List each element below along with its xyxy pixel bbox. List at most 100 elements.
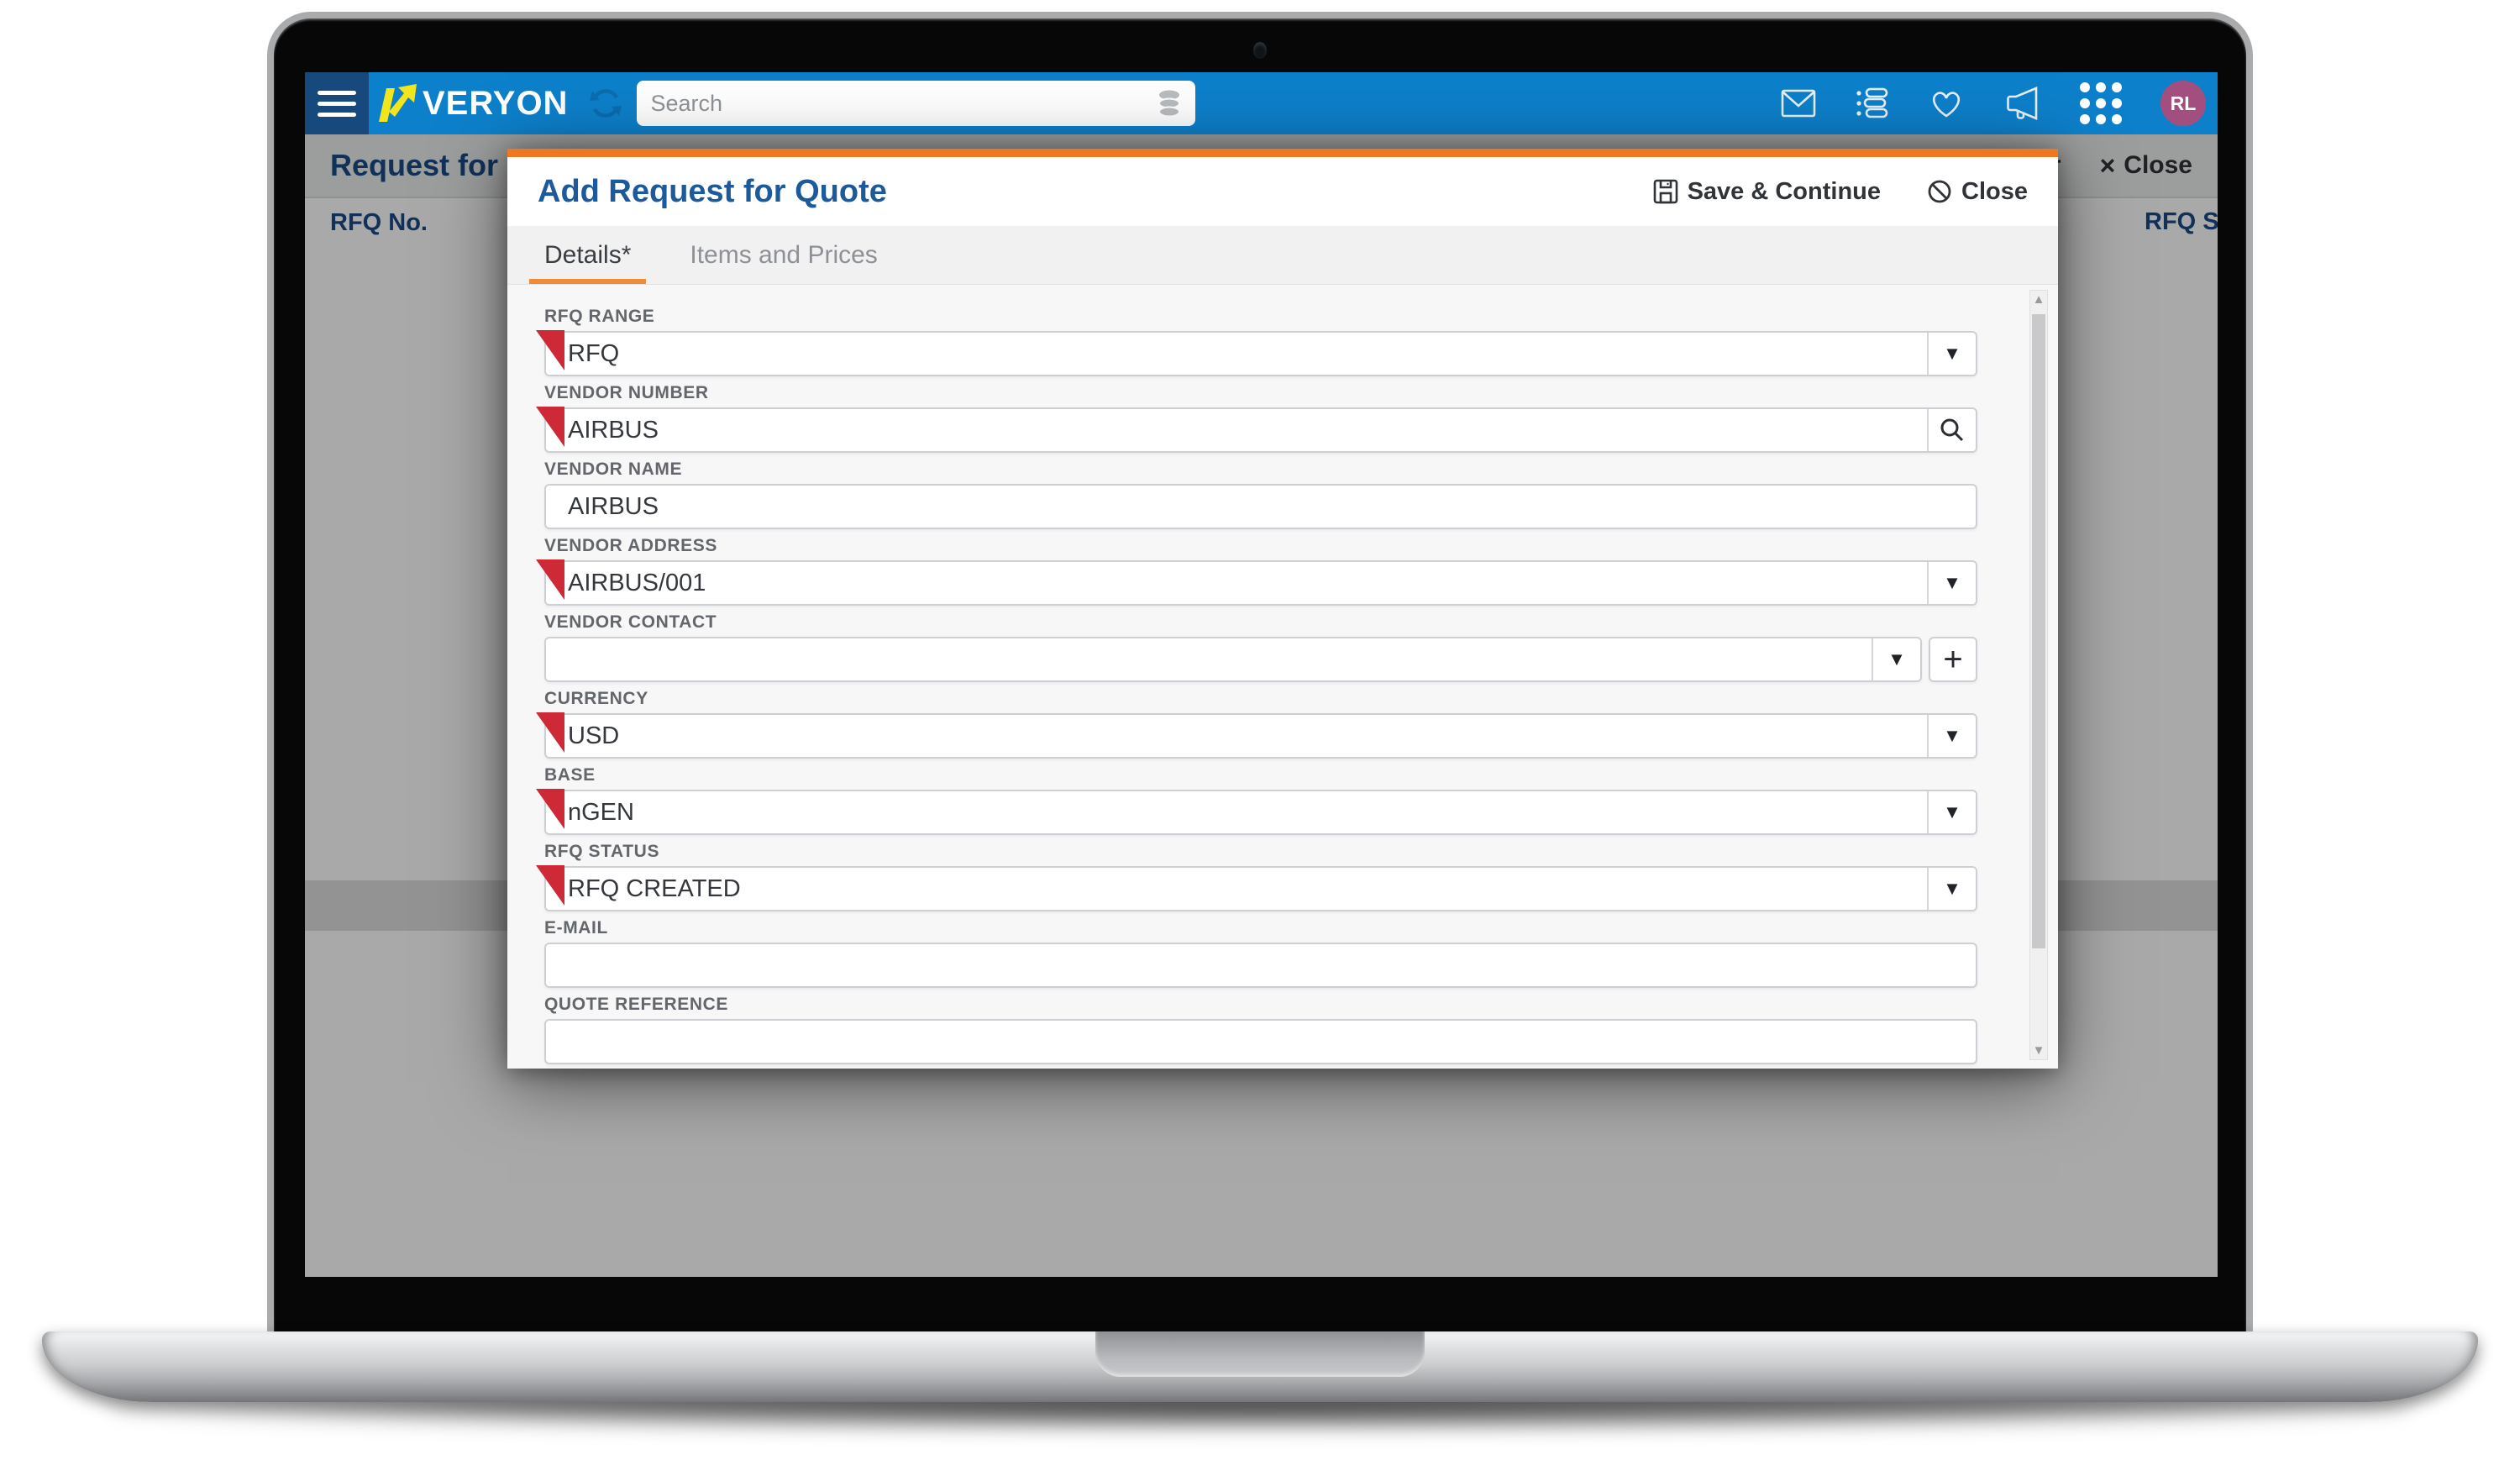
field-input[interactable]: RFQ CREATED ▼ (536, 865, 1977, 911)
modal-body: RFQ RANGE RFQ ▼ VENDOR NUMBER AIRBUS (507, 285, 2058, 1069)
scrollbar-up-icon[interactable]: ▲ (2032, 292, 2045, 307)
field-input-row: AIRBUS (544, 484, 1977, 529)
veryon-logo-text: VERYON (423, 84, 569, 122)
field-value[interactable]: RFQ (568, 339, 620, 367)
column-rfq-no[interactable]: RFQ No. (330, 208, 428, 236)
mail-icon[interactable] (1781, 89, 1816, 118)
favorites-heart-icon[interactable] (1929, 87, 1964, 119)
dropdown-button[interactable]: ▼ (1927, 868, 1976, 910)
field-label: VENDOR NUMBER (544, 383, 709, 402)
save-continue-button[interactable]: Save & Continue (1652, 178, 1881, 206)
search-lookup-button[interactable] (1927, 409, 1976, 451)
chevron-down-icon: ▼ (1943, 878, 1961, 899)
field-input[interactable]: AIRBUS/001 ▼ (536, 559, 1977, 606)
field-label: BASE (544, 765, 596, 785)
field-value[interactable]: USD (568, 722, 620, 749)
field-input-row: AIRBUS/001 ▼ (536, 559, 1977, 606)
field-input-row: RFQ CREATED ▼ (536, 865, 1977, 911)
field-label: RFQ STATUS (544, 842, 660, 861)
field-input[interactable]: ▼ (544, 637, 1922, 682)
veryon-logo-mark-icon (372, 81, 419, 125)
close-x-icon: × (2099, 150, 2116, 181)
field-label: VENDOR ADDRESS (544, 536, 717, 555)
laptop-base (42, 1331, 2478, 1402)
modal-header: Add Request for Quote (507, 157, 2058, 226)
field-input[interactable]: nGEN ▼ (536, 789, 1977, 835)
field-input-row: AIRBUS (536, 407, 1977, 453)
dropdown-button[interactable]: ▼ (1927, 333, 1976, 375)
field-label: RFQ RANGE (544, 307, 655, 326)
field-value[interactable]: nGEN (568, 798, 634, 826)
search-input[interactable] (650, 90, 1158, 117)
modal-title: Add Request for Quote (538, 173, 887, 209)
field-value[interactable] (546, 1021, 1976, 1063)
global-search-box (637, 81, 1196, 126)
tab-details[interactable]: Details* (529, 226, 647, 284)
form-field: QUOTE REFERENCE (544, 995, 1977, 1064)
save-floppy-icon (1652, 178, 1679, 205)
field-input[interactable]: AIRBUS (544, 484, 1977, 529)
field-input[interactable]: USD ▼ (536, 712, 1977, 759)
task-queue-icon[interactable] (1855, 87, 1890, 120)
field-input-row: nGEN ▼ (536, 789, 1977, 835)
form-field: RFQ STATUS RFQ CREATED ▼ (536, 842, 1977, 911)
field-label: VENDOR NAME (544, 460, 683, 479)
scrollbar-down-icon[interactable]: ▼ (2032, 1043, 2045, 1058)
chevron-down-icon: ▼ (1943, 725, 1961, 746)
field-input[interactable]: RFQ ▼ (536, 330, 1977, 376)
field-input[interactable]: AIRBUS (536, 407, 1977, 453)
dropdown-button[interactable]: ▼ (1927, 715, 1976, 757)
field-input[interactable] (544, 943, 1977, 988)
column-rfq-status[interactable]: RFQ St (2145, 208, 2218, 235)
form-field: VENDOR CONTACT ▼ + (544, 612, 1977, 682)
tab-items-and-prices[interactable]: Items and Prices (690, 240, 878, 269)
modal-fields: RFQ RANGE RFQ ▼ VENDOR NUMBER AIRBUS (536, 307, 1977, 1064)
dropdown-button[interactable]: ▼ (1872, 638, 1920, 680)
form-field: BASE nGEN ▼ (536, 765, 1977, 835)
app-topbar: VERYON (305, 72, 2218, 134)
field-input-row (544, 1019, 1977, 1064)
magnifier-icon (1939, 417, 1966, 444)
dropdown-button[interactable]: ▼ (1927, 791, 1976, 833)
announcements-megaphone-icon[interactable] (2003, 86, 2041, 121)
modal-tab-bar: Details* Items and Prices (507, 226, 2058, 285)
scrollbar-thumb[interactable] (2032, 314, 2045, 948)
screen-content: VERYON (305, 72, 2218, 1277)
field-input-row: ▼ + (544, 637, 1977, 682)
modal-actions: Save & Continue Close (1652, 178, 2028, 206)
topbar-icon-group: RL (1781, 81, 2218, 126)
field-value[interactable]: RFQ CREATED (568, 874, 741, 902)
refresh-icon[interactable] (586, 84, 625, 123)
page-close-button[interactable]: × Close (2099, 150, 2192, 181)
field-value[interactable]: AIRBUS (568, 416, 659, 444)
modal-close-button[interactable]: Close (1926, 178, 2028, 206)
field-label: CURRENCY (544, 689, 648, 708)
close-circle-slash-icon (1926, 178, 1953, 205)
chevron-down-icon: ▼ (1943, 572, 1961, 593)
form-field: VENDOR NUMBER AIRBUS (536, 383, 1977, 453)
chevron-down-icon: ▼ (1943, 343, 1961, 364)
add-button[interactable]: + (1929, 637, 1977, 682)
field-label: QUOTE REFERENCE (544, 995, 729, 1014)
veryon-logo: VERYON (372, 81, 568, 125)
app-grid-icon[interactable] (2080, 82, 2122, 124)
user-avatar[interactable]: RL (2160, 81, 2206, 126)
field-input-row: RFQ ▼ (536, 330, 1977, 376)
hamburger-menu-button[interactable] (305, 72, 369, 134)
form-field: E-MAIL (544, 918, 1977, 988)
form-field: VENDOR ADDRESS AIRBUS/001 ▼ (536, 536, 1977, 606)
form-field: VENDOR NAME AIRBUS (544, 460, 1977, 529)
field-value[interactable]: AIRBUS/001 (568, 569, 706, 596)
dropdown-button[interactable]: ▼ (1927, 562, 1976, 604)
add-rfq-modal: Add Request for Quote (507, 149, 2058, 1069)
field-value[interactable]: AIRBUS (568, 492, 659, 520)
field-input-row (544, 943, 1977, 988)
laptop-base-notch (1095, 1331, 1425, 1377)
modal-scrollbar[interactable]: ▲ ▼ (2029, 290, 2048, 1060)
field-value[interactable] (546, 638, 1872, 680)
chevron-down-icon: ▼ (1887, 649, 1906, 670)
field-value[interactable] (546, 944, 1976, 986)
field-input[interactable] (544, 1019, 1977, 1064)
database-icon[interactable] (1157, 89, 1182, 118)
